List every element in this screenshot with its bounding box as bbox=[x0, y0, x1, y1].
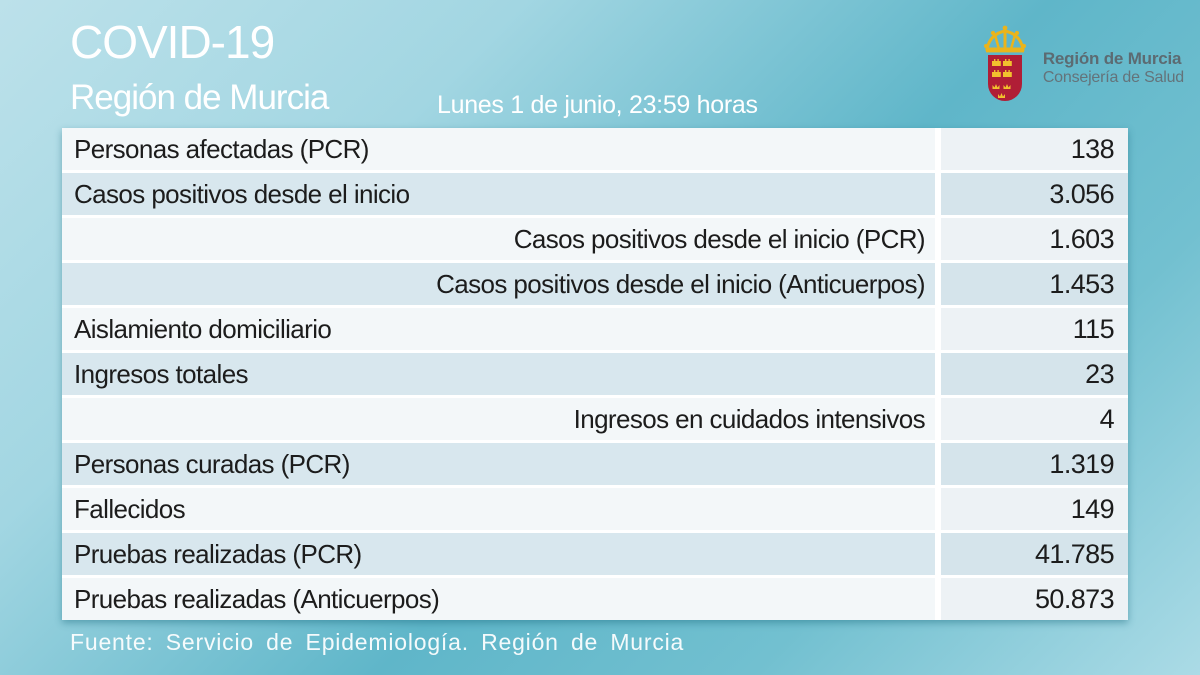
table-row-label: Fallecidos bbox=[62, 488, 935, 530]
table-row-value: 1.603 bbox=[941, 218, 1128, 260]
logo-dept-name: Consejería de Salud bbox=[1042, 68, 1184, 86]
crown-icon bbox=[983, 25, 1026, 53]
table-row-label: Pruebas realizadas (Anticuerpos) bbox=[62, 578, 935, 620]
table-row-value: 1.453 bbox=[941, 263, 1128, 305]
table-row-label: Ingresos en cuidados intensivos bbox=[62, 398, 935, 440]
castle-icons bbox=[991, 59, 1012, 77]
table-row-value: 41.785 bbox=[941, 533, 1128, 575]
report-datetime: Lunes 1 de junio, 23:59 horas bbox=[437, 91, 758, 119]
small-crown-icons bbox=[992, 84, 1011, 98]
page-subtitle: Región de Murcia bbox=[70, 78, 329, 117]
table-row-label: Personas afectadas (PCR) bbox=[62, 128, 935, 170]
source-note: Fuente: Servicio de Epidemiología. Regió… bbox=[70, 629, 685, 655]
table-row-value: 50.873 bbox=[941, 578, 1128, 620]
table-row-label: Casos positivos desde el inicio bbox=[62, 173, 935, 215]
logo-text: Región de Murcia Consejería de Salud bbox=[1043, 49, 1184, 87]
covid-stats-table: Personas afectadas (PCR) 138 Casos positiv… bbox=[62, 128, 1128, 620]
table-row-value: 4 bbox=[941, 398, 1128, 440]
table-row-value: 1.319 bbox=[941, 443, 1128, 485]
table-row-label: Casos positivos desde el inicio (Anticue… bbox=[62, 263, 935, 305]
table-row-value: 138 bbox=[941, 128, 1128, 170]
table-row-label: Ingresos totales bbox=[62, 353, 935, 395]
table-row-label: Pruebas realizadas (PCR) bbox=[62, 533, 935, 575]
table-row-label: Aislamiento domiciliario bbox=[62, 308, 935, 350]
table-row-value: 23 bbox=[941, 353, 1128, 395]
region-murcia-logo: Región de Murcia Consejería de Salud bbox=[976, 22, 1184, 113]
table-row-value: 115 bbox=[941, 308, 1128, 350]
page-title: COVID-19 bbox=[70, 16, 275, 68]
table-row-label: Casos positivos desde el inicio (PCR) bbox=[62, 218, 935, 260]
shield-shape bbox=[987, 55, 1022, 101]
table-row-value: 149 bbox=[941, 488, 1128, 530]
table-row-value: 3.056 bbox=[941, 173, 1128, 215]
table-row-label: Personas curadas (PCR) bbox=[62, 443, 935, 485]
coat-of-arms-icon bbox=[976, 22, 1034, 113]
logo-org-name: Región de Murcia bbox=[1042, 48, 1182, 68]
